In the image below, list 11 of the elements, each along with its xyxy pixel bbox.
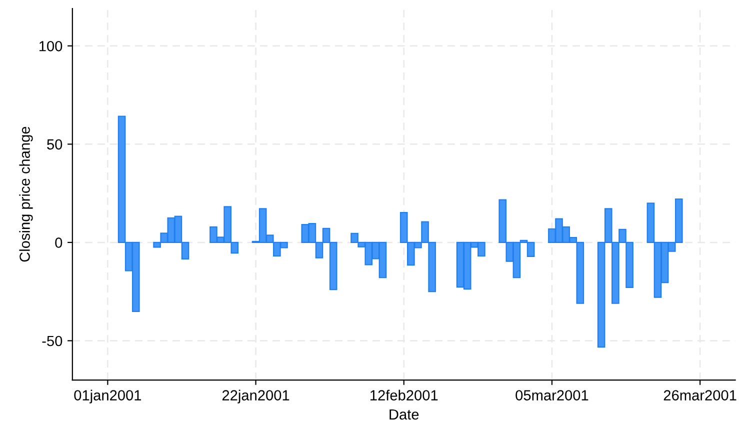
x-tick-label: 05mar2001 (516, 390, 588, 400)
x-tick-label: 22jan2001 (222, 390, 290, 404)
x-axis-title: Date (390, 409, 419, 420)
y-tick-label: 100 (39, 40, 62, 52)
y-tick-label: -50 (42, 336, 62, 346)
y-tick-label: 0 (55, 238, 62, 248)
y-tick-label: 50 (47, 139, 62, 150)
x-tick-label: 01jan2001 (74, 390, 142, 404)
x-tick-label: 26mar2001 (664, 390, 736, 400)
x-tick-label: 12feb2001 (370, 390, 438, 400)
y-axis-title: Closing price change (19, 126, 33, 262)
